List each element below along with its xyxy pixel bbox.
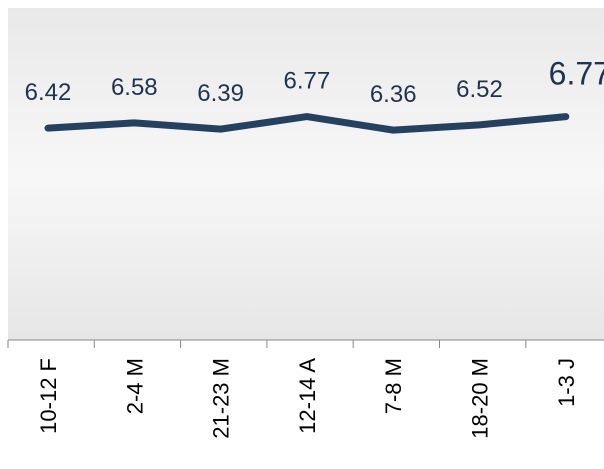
- x-tick-label: 7-8 M: [381, 358, 406, 414]
- data-label: 6.39: [197, 80, 244, 107]
- data-label: 6.58: [111, 74, 158, 101]
- data-label: 6.52: [456, 76, 503, 103]
- line: [44, 113, 570, 134]
- x-tick-label: 2-4 M: [122, 358, 147, 414]
- data-label: 6.36: [370, 81, 417, 108]
- data-label: 6.42: [25, 79, 72, 106]
- x-tick-label: 12-14 A: [295, 358, 320, 434]
- data-label: 6.77: [549, 56, 604, 92]
- x-tick-label: 10-12 F: [36, 358, 61, 434]
- data-label: 6.77: [284, 68, 331, 95]
- x-tick-label: 21-23 M: [209, 358, 234, 439]
- x-tick-label: 18-20 M: [468, 358, 493, 439]
- x-tick-label: 1-3 J: [554, 358, 579, 407]
- plot-area: [8, 8, 604, 340]
